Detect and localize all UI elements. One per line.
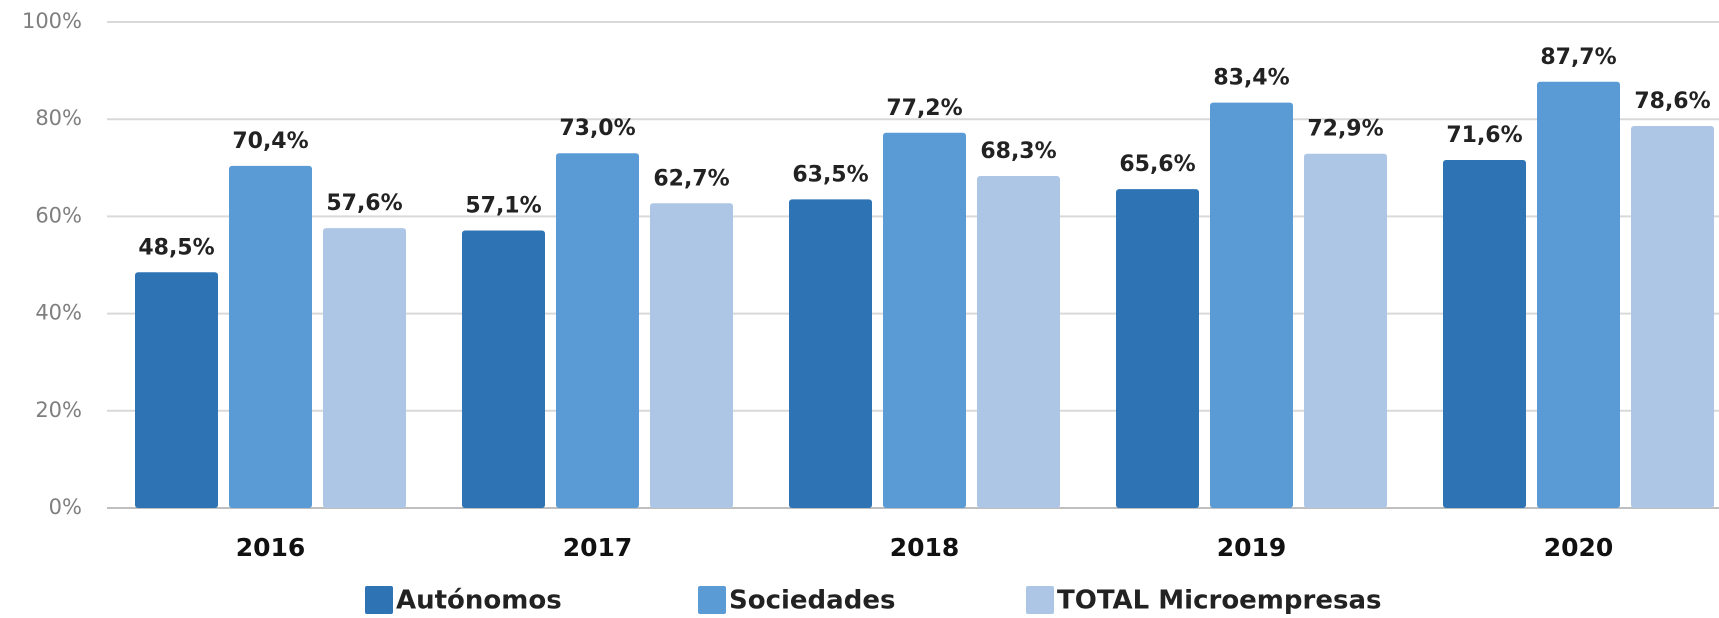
value-label: 87,7% [1540, 45, 1616, 70]
value-label: 62,7% [653, 166, 729, 191]
x-tick-label: 2018 [890, 533, 960, 562]
value-label: 78,6% [1634, 89, 1710, 114]
value-label: 72,9% [1307, 117, 1383, 142]
value-label: 83,4% [1213, 66, 1289, 91]
bar [1116, 189, 1199, 508]
value-label: 57,6% [326, 191, 402, 216]
legend-label: TOTAL Microempresas [1057, 586, 1381, 616]
x-tick-label: 2019 [1217, 533, 1287, 562]
value-label: 48,5% [138, 235, 214, 260]
bar [135, 272, 218, 508]
legend-label: Sociedades [729, 586, 895, 616]
bar [1210, 102, 1293, 509]
bar [1537, 81, 1620, 508]
value-label: 63,5% [792, 162, 868, 187]
value-label: 70,4% [232, 129, 308, 154]
bar [1304, 153, 1387, 508]
y-tick-label: 40% [35, 301, 82, 325]
y-tick-label: 0% [49, 495, 82, 519]
y-tick-label: 60% [35, 203, 82, 227]
value-label: 73,0% [559, 116, 635, 141]
bar [323, 228, 406, 508]
bar [789, 199, 872, 508]
legend-swatch [1026, 586, 1054, 614]
bar [556, 153, 639, 508]
value-label: 65,6% [1119, 152, 1195, 177]
value-label: 77,2% [886, 96, 962, 121]
y-tick-label: 20% [35, 398, 82, 422]
bar [650, 203, 733, 508]
y-tick-label: 100% [22, 9, 82, 33]
bar [1443, 160, 1526, 509]
bar [1631, 126, 1714, 508]
value-label: 57,1% [465, 193, 541, 218]
bar [883, 132, 966, 509]
y-tick-label: 80% [35, 106, 82, 130]
bar [462, 230, 545, 508]
legend-swatch [365, 586, 393, 614]
x-tick-label: 2016 [236, 533, 306, 562]
x-tick-label: 2020 [1544, 533, 1614, 562]
bar [977, 176, 1060, 508]
legend-swatch [698, 586, 726, 614]
value-label: 68,3% [980, 139, 1056, 164]
value-label: 71,6% [1446, 123, 1522, 148]
bar [229, 165, 312, 508]
x-tick-label: 2017 [563, 533, 633, 562]
legend-label: Autónomos [396, 586, 562, 616]
